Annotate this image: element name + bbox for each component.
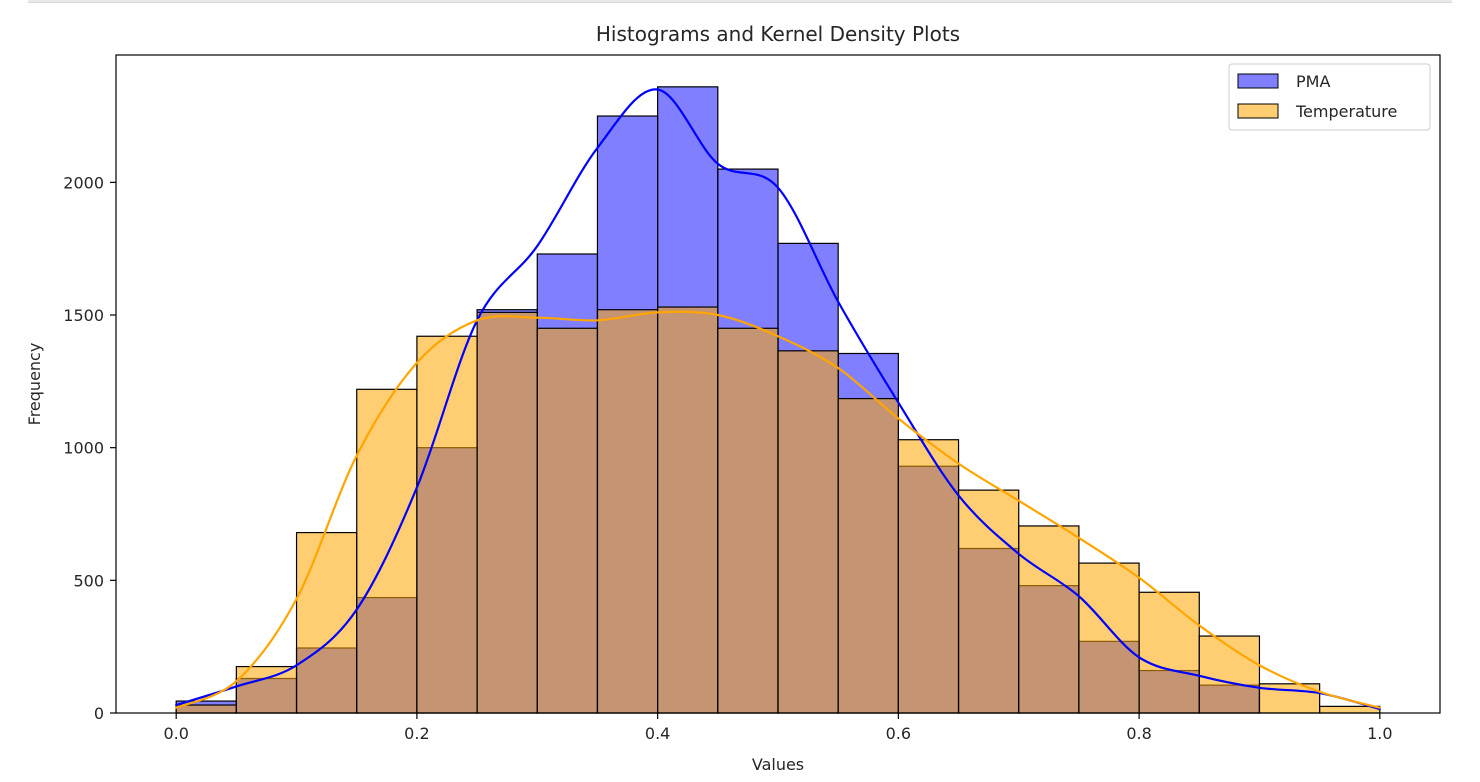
bar-temperature-17 xyxy=(1198,635,1261,714)
bar-temperature-13 xyxy=(957,489,1020,714)
bar-temperature-0 xyxy=(175,704,237,714)
bar-temperature-12 xyxy=(897,439,960,714)
bar-temperature-5 xyxy=(476,311,538,714)
legend-label-pma: PMA xyxy=(1296,72,1330,91)
legend-label-temperature: Temperature xyxy=(1295,102,1397,121)
bar-temperature-10 xyxy=(777,350,839,714)
legend: PMA Temperature xyxy=(1228,63,1431,131)
notebook-cell-border xyxy=(28,0,1452,3)
bar-temperature-1 xyxy=(235,665,298,714)
x-tick-label: 0.4 xyxy=(645,724,670,743)
bars-layer xyxy=(175,86,1381,714)
kde-line-temperature xyxy=(175,310,1381,709)
y-tick-label: 2000 xyxy=(63,173,104,192)
bar-temperature-4 xyxy=(416,335,478,714)
bar-temperature-11 xyxy=(837,397,899,714)
bar-temperature-6 xyxy=(536,327,599,714)
plot-frame xyxy=(115,54,1441,714)
x-tick-label: 0.0 xyxy=(163,724,188,743)
bar-temperature-9 xyxy=(717,327,779,714)
bar-temperature-14 xyxy=(1018,525,1080,714)
bar-temperature-3 xyxy=(356,388,418,714)
x-tick-label: 0.6 xyxy=(886,724,911,743)
x-tick-label: 1.0 xyxy=(1367,724,1392,743)
bar-series-temperature xyxy=(175,306,1381,714)
x-tick-label: 0.2 xyxy=(404,724,429,743)
kde-line-pma xyxy=(175,88,1381,711)
y-tick-label: 0 xyxy=(94,704,104,723)
y-axis: 0 500 1000 1500 2000 xyxy=(63,173,116,723)
bar-temperature-8 xyxy=(657,306,719,714)
y-tick-label: 1500 xyxy=(63,306,104,325)
bar-temperature-7 xyxy=(596,309,659,714)
kde-layer xyxy=(175,88,1381,711)
chart-title: Histograms and Kernel Density Plots xyxy=(596,22,960,46)
y-tick-label: 500 xyxy=(73,571,104,590)
x-tick-label: 0.8 xyxy=(1126,724,1151,743)
legend-swatch-pma xyxy=(1237,73,1279,89)
legend-swatch-temperature xyxy=(1237,103,1279,119)
legend-box xyxy=(1228,63,1431,131)
bar-temperature-15 xyxy=(1078,562,1140,714)
bar-temperature-16 xyxy=(1138,591,1200,714)
x-axis: 0.0 0.2 0.4 0.6 0.8 1.0 xyxy=(163,713,1393,743)
y-tick-label: 1000 xyxy=(63,439,104,458)
y-axis-title: Frequency xyxy=(25,343,44,426)
x-axis-title: Values xyxy=(752,755,804,774)
